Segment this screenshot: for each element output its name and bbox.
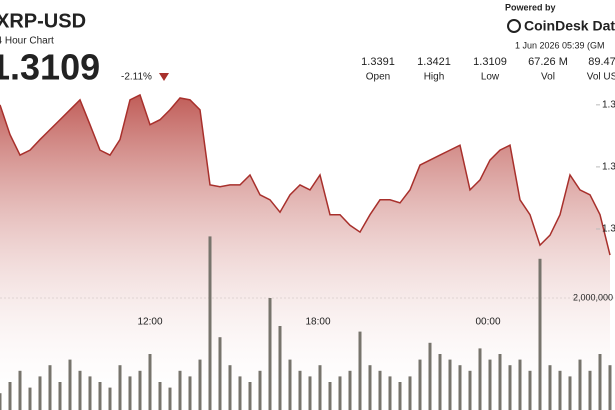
y-tick-label: 1.3: [602, 162, 615, 173]
volume-bar: [248, 382, 252, 410]
volume-bar: [198, 359, 202, 410]
volume-bar: [418, 359, 422, 410]
y-tick-label: 1.3: [602, 99, 615, 110]
stat-value: 89.47: [588, 56, 615, 68]
volume-bar: [408, 376, 412, 410]
volume-bar: [568, 376, 572, 410]
volume-bar: [18, 370, 22, 410]
volume-bar: [558, 370, 562, 410]
volume-bar: [0, 393, 2, 410]
price: 1.3109: [0, 47, 100, 88]
volume-bar: [328, 382, 332, 410]
down-arrow: [159, 73, 169, 81]
volume-bar: [338, 376, 342, 410]
volume-bar: [368, 365, 372, 410]
volume-bar: [178, 370, 182, 410]
volume-bar: [398, 382, 402, 410]
volume-bar: [358, 331, 362, 410]
volume-bar: [298, 370, 302, 410]
volume-bar: [138, 370, 142, 410]
volume-bar: [348, 370, 352, 410]
volume-bar: [488, 359, 492, 410]
volume-bar: [28, 387, 32, 410]
volume-bar: [438, 354, 442, 410]
stat-label: Open: [366, 72, 390, 83]
stats: 1.3391 Open 1.3421 High 1.3109 Low 67.26 M Vol 8…: [361, 56, 615, 83]
price-area: [0, 94, 610, 410]
price-line: [0, 93, 611, 256]
volume-bar: [38, 376, 42, 410]
volume-bar: [98, 382, 102, 410]
volume-bar: [208, 236, 212, 410]
volume-bar: [128, 376, 132, 410]
volume-bar: [168, 387, 172, 410]
volume-bar: [78, 370, 82, 410]
y-tick-label: 1.3: [602, 224, 615, 235]
volume-bar: [468, 370, 472, 410]
volume-bar: [228, 365, 232, 410]
brand: CoinDesk Dat: [524, 18, 615, 34]
volume-bar: [598, 354, 602, 410]
stat-label: High: [424, 72, 445, 83]
volume-bar: [218, 337, 222, 410]
stat-label: Vol US: [587, 72, 615, 83]
x-tick-label: 00:00: [475, 317, 500, 328]
stat-value: 67.26 M: [528, 56, 568, 68]
volume-bar: [548, 365, 552, 410]
volume-bar: [148, 354, 152, 410]
volume-bar: [278, 326, 282, 410]
volume-bar: [288, 359, 292, 410]
volume-bar: [538, 258, 542, 410]
volume-bar: [158, 382, 162, 410]
volume-bar: [8, 382, 12, 410]
stat-label: Low: [481, 72, 500, 83]
volume-bar: [478, 348, 482, 410]
logo: [507, 19, 521, 33]
volume-bar: [578, 359, 582, 410]
x-tick-label: 18:00: [305, 317, 330, 328]
chart-subtitle: 24 Hour Chart: [0, 36, 54, 47]
volume-bar: [608, 365, 612, 410]
volume-bar: [188, 376, 192, 410]
volume-bar: [588, 370, 592, 410]
stat-label: Vol: [541, 72, 555, 83]
volume-tick-label: 2,000,000: [573, 292, 613, 302]
stat-value: 1.3421: [417, 56, 451, 68]
stat-value: 1.3109: [473, 56, 507, 68]
volume-bar: [68, 359, 72, 410]
date: 1 Jun 2026 05:39 (GM: [515, 40, 605, 50]
volume-bar: [448, 359, 452, 410]
stat-value: 1.3391: [361, 56, 395, 68]
volume-bar: [318, 365, 322, 410]
volume-bar: [48, 365, 52, 410]
volume-bar: [378, 370, 382, 410]
volume-bar: [88, 376, 92, 410]
volume-bar: [238, 376, 242, 410]
powered-by: Powered by: [505, 2, 556, 12]
volume-bar: [268, 298, 272, 410]
chart-title: XRP-USD: [0, 10, 86, 32]
volume-bar: [258, 370, 262, 410]
volume-bar: [518, 359, 522, 410]
volume-bar: [458, 365, 462, 410]
volume-bar: [428, 342, 432, 410]
change: -2.11%: [121, 72, 152, 83]
x-tick-label: 12:00: [137, 317, 162, 328]
volume-bar: [308, 376, 312, 410]
volume-bar: [388, 376, 392, 410]
volume-bar: [498, 354, 502, 410]
volume-bar: [58, 382, 62, 410]
volume-bar: [508, 365, 512, 410]
plot: [0, 93, 615, 410]
volume-bar: [118, 365, 122, 410]
volume-bar: [528, 370, 532, 410]
volume-bar: [108, 387, 112, 410]
